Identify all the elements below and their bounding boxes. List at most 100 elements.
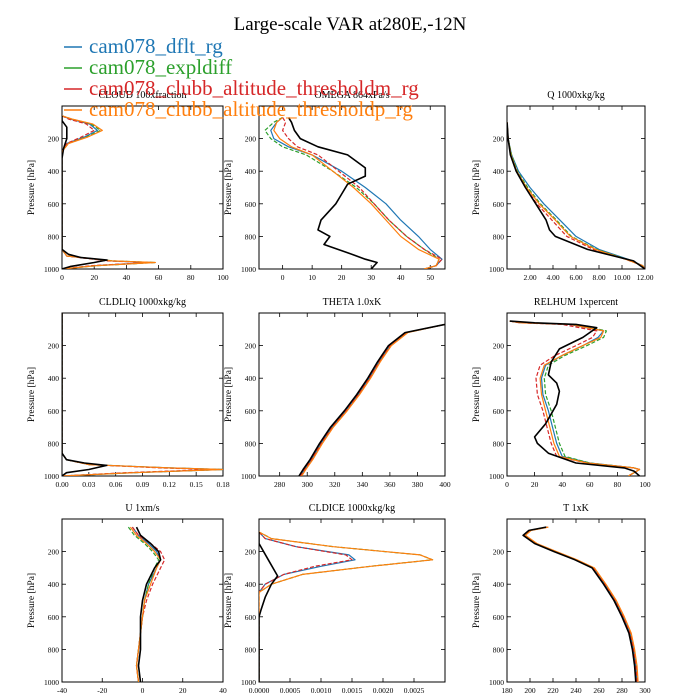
panel-title: OMEGA 864xPa/s xyxy=(314,90,389,101)
figure-title: Large-scale VAR at280E,-12N xyxy=(234,14,467,35)
series-group xyxy=(264,116,443,269)
series-group xyxy=(127,526,166,682)
y-tick-label: 800 xyxy=(48,439,60,448)
panel-title: CLDICE 1000xkg/kg xyxy=(309,503,395,514)
y-tick-label: 200 xyxy=(245,135,257,144)
y-tick-label: 400 xyxy=(48,167,60,176)
y-tick-label: 200 xyxy=(48,548,60,557)
x-tick-label: 260 xyxy=(593,686,605,695)
y-tick-label: 1000 xyxy=(489,265,504,274)
y-tick-label: 200 xyxy=(48,135,60,144)
series-line-cam078_clubb_altitude_thresholdp_rg xyxy=(507,122,645,269)
series-line-cam078_expldiff xyxy=(523,526,638,682)
series-line-cam078_clubb_altitude_thresholdp_rg xyxy=(62,313,223,476)
series-line-cam078_clubb_altitude_thresholdm_rg xyxy=(282,117,443,269)
x-tick-label: 0 xyxy=(505,480,509,489)
x-tick-label: 80 xyxy=(187,273,195,282)
y-tick-label: 400 xyxy=(493,374,505,383)
x-tick-label: 10 xyxy=(308,273,316,282)
x-tick-label: 280 xyxy=(274,480,286,489)
panel-title: THETA 1.0xK xyxy=(323,297,382,308)
series-line-cam078_dflt_rg xyxy=(523,526,638,682)
x-tick-label: 20 xyxy=(90,273,98,282)
y-tick-label: 600 xyxy=(245,200,257,209)
y-tick-label: 800 xyxy=(48,645,60,654)
x-tick-label: 12.00 xyxy=(637,273,654,282)
panel-title: U 1xm/s xyxy=(125,503,159,514)
y-axis-label: Pressure [hPa] xyxy=(224,573,234,628)
y-tick-label: 1000 xyxy=(241,678,256,687)
x-tick-label: 240 xyxy=(570,686,582,695)
x-tick-label: 40 xyxy=(123,273,131,282)
x-tick-label: 20 xyxy=(338,273,346,282)
series-line-cam078_expldiff xyxy=(507,122,645,269)
x-tick-label: 20 xyxy=(531,480,539,489)
plot-frame xyxy=(506,312,646,477)
y-tick-label: 800 xyxy=(245,232,257,241)
x-tick-label: 40 xyxy=(219,686,227,695)
series-group xyxy=(259,531,434,682)
series-line-cam078_clubb_altitude_thresholdp_rg xyxy=(259,531,434,682)
x-tick-label: 0.0005 xyxy=(280,686,301,695)
y-tick-label: 1000 xyxy=(489,472,504,481)
x-tick-label: 300 xyxy=(302,480,314,489)
y-tick-label: 600 xyxy=(245,407,257,416)
y-tick-label: 400 xyxy=(245,580,257,589)
x-tick-label: 60 xyxy=(155,273,163,282)
y-tick-label: 800 xyxy=(493,439,505,448)
y-axis-label: Pressure [hPa] xyxy=(27,367,37,422)
y-tick-label: 200 xyxy=(493,135,505,144)
legend-entry: cam078_clubb_altitude_thresholdp_rg xyxy=(89,97,413,121)
plot-frame xyxy=(258,312,446,477)
series-line-reference xyxy=(509,320,641,476)
y-tick-label: 1000 xyxy=(489,678,504,687)
panel-4: THETA 1.0xK Pressure [hPa] 200 400 600 800 100… xyxy=(224,297,451,489)
x-tick-label: -40 xyxy=(57,686,67,695)
x-tick-label: 40 xyxy=(397,273,405,282)
x-tick-label: 0.0010 xyxy=(311,686,332,695)
panel-7: CLDICE 1000xkg/kg Pressure [hPa] 200 400 600… xyxy=(224,503,446,695)
series-group xyxy=(62,313,223,476)
x-tick-label: 2.00 xyxy=(523,273,536,282)
y-tick-label: 1000 xyxy=(241,472,256,481)
series-line-cam078_clubb_altitude_thresholdm_rg xyxy=(62,313,215,476)
x-tick-label: 400 xyxy=(439,480,451,489)
x-tick-label: 0.15 xyxy=(190,480,203,489)
panel-title: CLDLIQ 1000xkg/kg xyxy=(99,297,186,308)
series-group xyxy=(522,526,639,682)
x-tick-label: 0.03 xyxy=(82,480,95,489)
x-tick-label: 280 xyxy=(616,686,628,695)
series-line-reference xyxy=(507,122,645,269)
x-tick-label: 6.00 xyxy=(569,273,582,282)
x-tick-label: 100 xyxy=(217,273,229,282)
panel-title: Q 1000xkg/kg xyxy=(547,90,605,101)
x-tick-label: 0.00 xyxy=(55,480,68,489)
x-tick-label: 0.18 xyxy=(216,480,229,489)
plot-frame xyxy=(506,518,646,683)
legend-entry: cam078_clubb_altitude_thresholdm_rg xyxy=(89,76,419,100)
y-tick-label: 600 xyxy=(493,407,505,416)
series-line-cam078_clubb_altitude_thresholdm_rg xyxy=(509,320,641,476)
y-tick-label: 400 xyxy=(493,580,505,589)
y-tick-label: 600 xyxy=(493,200,505,209)
series-line-cam078_dflt_rg xyxy=(299,323,445,476)
series-line-cam078_clubb_altitude_thresholdp_rg xyxy=(524,526,639,682)
y-tick-label: 1000 xyxy=(44,472,59,481)
panel-3: CLDLIQ 1000xkg/kg Pressure [hPa] 200 400 600… xyxy=(27,297,230,489)
series-line-cam078_clubb_altitude_thresholdm_rg xyxy=(259,531,353,682)
x-tick-label: -20 xyxy=(97,686,107,695)
series-line-reference xyxy=(62,313,108,476)
y-tick-label: 600 xyxy=(245,613,257,622)
series-line-cam078_clubb_altitude_thresholdp_rg xyxy=(129,526,162,682)
x-tick-label: 0.0025 xyxy=(404,686,425,695)
series-line-cam078_clubb_altitude_thresholdm_rg xyxy=(507,122,645,269)
series-line-reference xyxy=(135,526,162,682)
x-tick-label: 360 xyxy=(384,480,396,489)
x-tick-label: 10.00 xyxy=(614,273,631,282)
